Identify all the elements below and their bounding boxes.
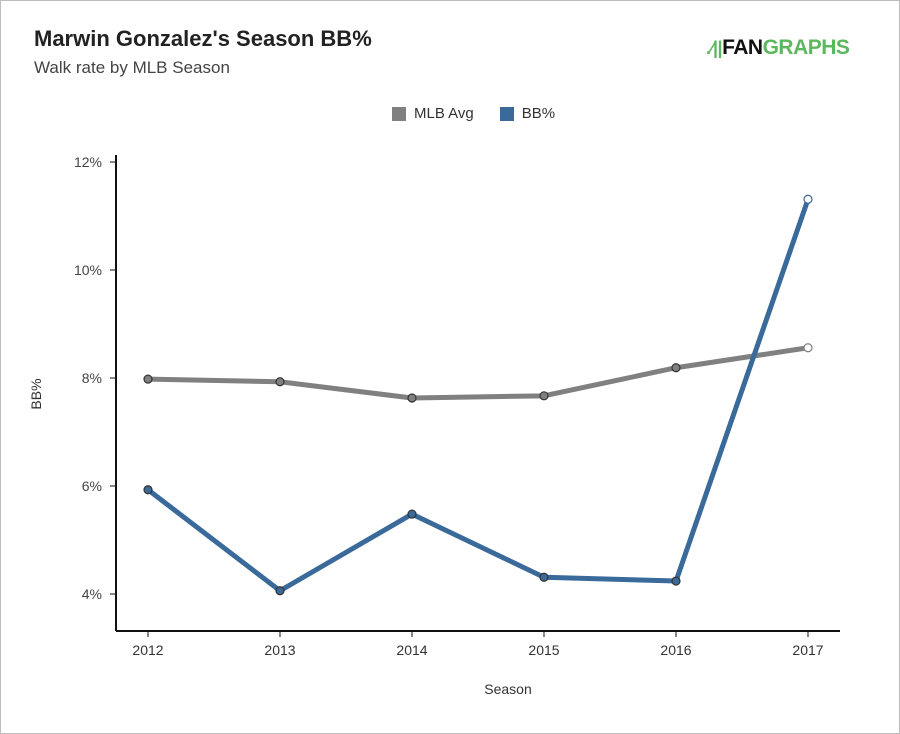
fangraphs-logo: .⁄||FANGRAPHS bbox=[706, 36, 850, 59]
series-line-bb bbox=[146, 198, 811, 594]
x-tick-label: 2015 bbox=[528, 642, 559, 658]
y-tick-label: 10% bbox=[74, 262, 102, 278]
data-point bbox=[275, 586, 285, 596]
x-tick-label: 2013 bbox=[264, 642, 295, 658]
logo-batter-icon: .⁄|| bbox=[706, 38, 723, 58]
chart-title: Marwin Gonzalez's Season BB% bbox=[34, 26, 372, 51]
legend-item-bb[interactable]: BB% bbox=[499, 105, 555, 122]
x-axis-label: Season bbox=[484, 681, 531, 697]
x-tick-label: 2012 bbox=[132, 642, 163, 658]
series-line-mlb-avg bbox=[147, 345, 809, 401]
x-tick-label: 2016 bbox=[660, 642, 691, 658]
y-tick-label: 12% bbox=[74, 154, 102, 170]
data-point bbox=[407, 393, 417, 403]
data-point bbox=[143, 374, 153, 384]
data-point bbox=[275, 377, 285, 387]
x-tick-label: 2017 bbox=[792, 642, 823, 658]
x-tick-label: 2014 bbox=[396, 642, 427, 658]
data-point bbox=[539, 572, 549, 582]
data-point bbox=[671, 576, 681, 586]
legend-swatch bbox=[499, 106, 514, 121]
data-point bbox=[539, 391, 549, 401]
legend-item-mlb-avg[interactable]: MLB Avg bbox=[392, 105, 474, 122]
data-point bbox=[671, 363, 681, 373]
data-point bbox=[803, 194, 813, 204]
y-tick-label: 4% bbox=[82, 586, 102, 602]
chart-subtitle: Walk rate by MLB Season bbox=[34, 58, 230, 77]
data-point bbox=[803, 343, 813, 353]
chart-legend: MLB Avg BB% bbox=[392, 105, 555, 122]
y-axis-label: BB% bbox=[28, 378, 44, 409]
data-point bbox=[143, 485, 153, 495]
legend-swatch bbox=[392, 106, 406, 121]
y-tick-label: 6% bbox=[82, 478, 102, 494]
data-point bbox=[407, 509, 417, 519]
y-tick-label: 8% bbox=[82, 370, 102, 386]
